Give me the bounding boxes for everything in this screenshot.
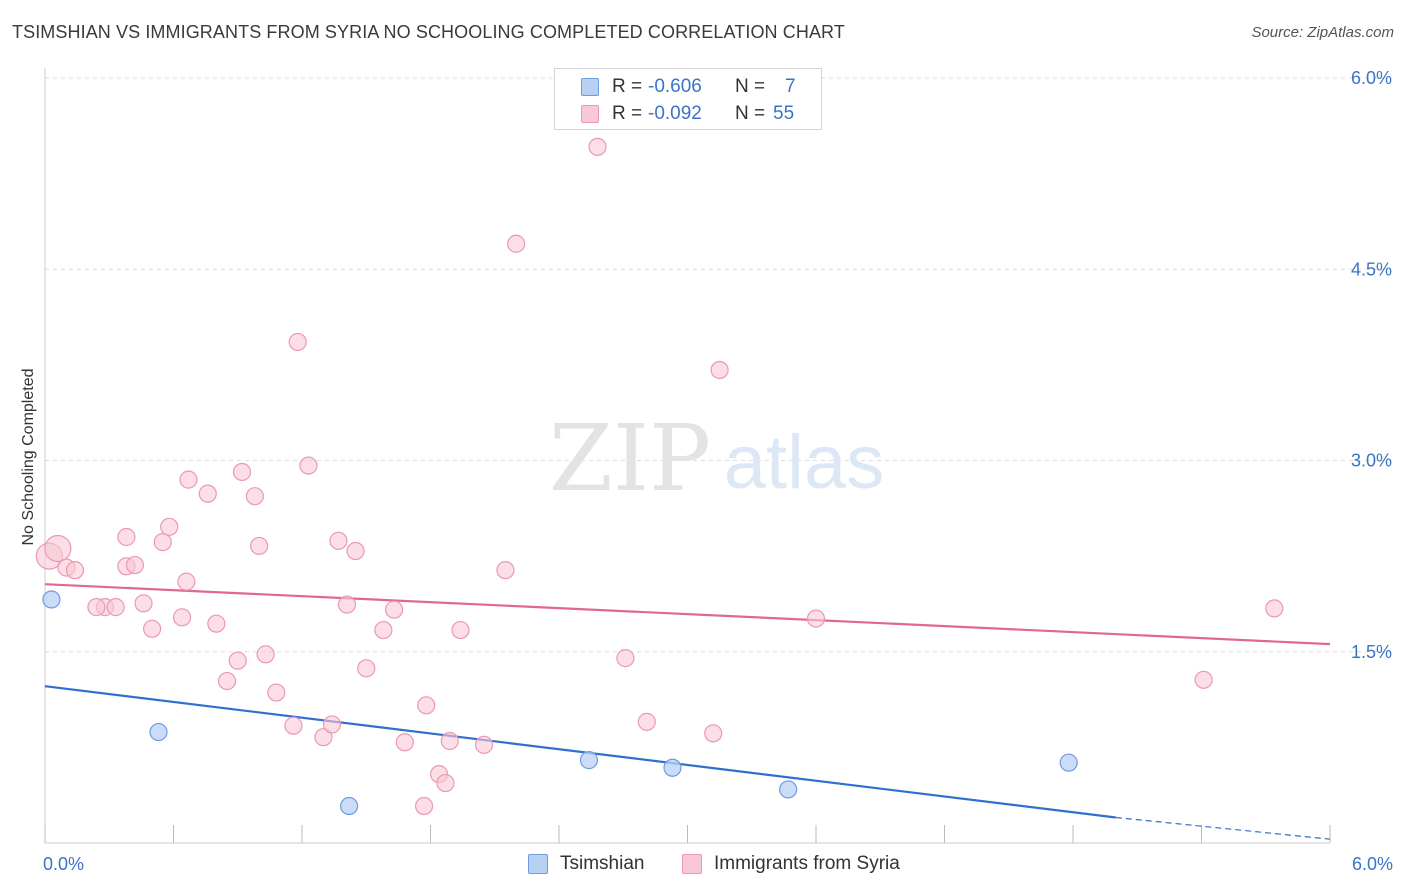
stats-legend: R = -0.606 N = 7 R = -0.092 N = 55 — [554, 68, 822, 130]
point-syria — [256, 645, 275, 664]
watermark-zip: ZIP — [549, 405, 711, 512]
point-syria — [417, 696, 436, 715]
y-axis-label: No Schooling Completed — [20, 368, 37, 546]
legend-r-value: -0.092 — [648, 103, 702, 124]
point-syria — [284, 716, 303, 735]
data-points — [35, 137, 1284, 816]
legend-swatch-tsimshian — [581, 78, 599, 96]
point-syria — [250, 536, 269, 556]
y-tick-label: 1.5% — [1351, 642, 1392, 662]
legend-r-label: R = — [612, 103, 643, 124]
point-syria — [374, 620, 393, 640]
point-tsimshian — [340, 796, 359, 816]
legend-row-syria: R = -0.092 N = 55 — [555, 101, 821, 127]
point-syria — [232, 462, 252, 482]
point-syria — [329, 531, 348, 550]
point-syria — [172, 608, 192, 627]
point-syria — [177, 572, 196, 591]
bottom-legend-label-syria: Immigrants from Syria — [714, 853, 900, 874]
bottom-legend-swatch-tsimshian — [528, 854, 548, 874]
legend-n-label: N = — [735, 103, 766, 124]
point-tsimshian — [579, 751, 599, 770]
point-syria — [414, 796, 434, 816]
point-syria — [142, 619, 162, 638]
point-syria — [153, 532, 172, 552]
point-tsimshian — [1059, 753, 1078, 772]
point-syria — [637, 712, 656, 731]
point-syria — [87, 598, 106, 617]
legend-n-label: N = — [735, 76, 766, 97]
point-syria — [507, 234, 526, 253]
point-tsimshian — [42, 590, 61, 609]
x-tick-label: 0.0% — [43, 854, 84, 874]
point-syria — [806, 609, 826, 628]
point-syria — [117, 527, 136, 547]
point-syria — [451, 620, 470, 640]
point-syria — [245, 487, 264, 506]
point-syria — [1194, 670, 1213, 689]
source-credit: Source: ZipAtlas.com — [1251, 24, 1394, 41]
point-syria — [44, 534, 72, 563]
point-syria — [228, 651, 247, 670]
point-syria — [314, 728, 333, 747]
point-syria — [288, 332, 307, 352]
point-syria — [337, 595, 357, 614]
legend-n-value: 55 — [773, 103, 795, 124]
y-tick-label: 4.5% — [1351, 259, 1392, 279]
x-tick-label: 6.0% — [1352, 854, 1393, 874]
y-tick-label: 3.0% — [1351, 451, 1392, 471]
watermark-atlas: atlas — [724, 420, 885, 505]
tick-labels: 1.5% 3.0% 4.5% 6.0% 0.0% 6.0% — [43, 68, 1393, 874]
point-tsimshian — [779, 780, 798, 799]
chart-title: TSIMSHIAN VS IMMIGRANTS FROM SYRIA NO SC… — [12, 22, 845, 42]
point-syria — [710, 360, 729, 380]
point-syria — [588, 137, 607, 156]
point-syria — [134, 594, 153, 613]
legend-n-value: 7 — [785, 76, 796, 97]
point-syria — [474, 735, 494, 754]
point-syria — [496, 561, 515, 580]
point-syria — [346, 541, 365, 561]
point-syria — [357, 659, 376, 678]
bottom-legend-swatch-syria — [682, 854, 702, 874]
trend-line-syria — [44, 583, 1331, 646]
point-syria — [267, 683, 286, 702]
legend-r-label: R = — [612, 76, 643, 97]
point-syria — [440, 731, 459, 751]
point-syria — [160, 517, 179, 536]
point-tsimshian — [149, 722, 168, 742]
trend-lines — [44, 583, 1331, 840]
point-syria — [198, 484, 217, 503]
point-syria — [322, 715, 342, 734]
trend-line-tsimshian — [44, 685, 1116, 819]
point-syria — [179, 470, 198, 489]
point-tsimshian — [663, 758, 682, 777]
legend-swatch-syria — [581, 105, 599, 123]
point-syria — [207, 614, 226, 633]
point-syria — [384, 600, 404, 619]
trend-line-tsimshian-extension — [1115, 816, 1331, 840]
point-syria — [217, 671, 237, 691]
bottom-legend-label-tsimshian: Tsimshian — [560, 853, 645, 874]
point-syria — [436, 773, 455, 793]
point-syria — [616, 649, 635, 668]
point-syria — [299, 456, 318, 475]
point-syria — [395, 733, 414, 752]
point-syria — [1265, 599, 1284, 618]
point-syria — [704, 724, 723, 743]
y-tick-label: 6.0% — [1351, 68, 1392, 88]
point-syria — [106, 598, 125, 617]
legend-r-value: -0.606 — [648, 76, 702, 97]
legend-row-tsimshian: R = -0.606 N = 7 — [555, 74, 821, 100]
point-syria — [125, 555, 145, 575]
axes — [44, 68, 1331, 844]
point-syria — [65, 561, 85, 580]
